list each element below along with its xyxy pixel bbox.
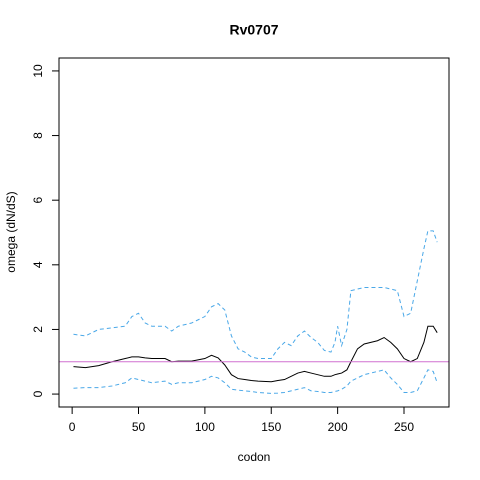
x-tick-label: 150 bbox=[261, 420, 281, 434]
y-tick-label: 6 bbox=[31, 197, 45, 204]
series-line bbox=[73, 230, 438, 360]
y-tick-label: 4 bbox=[31, 261, 45, 268]
x-tick-label: 250 bbox=[394, 420, 414, 434]
x-tick-label: 100 bbox=[195, 420, 215, 434]
series-line bbox=[73, 369, 438, 394]
chart-title: Rv0707 bbox=[229, 22, 278, 38]
y-axis-label: omega (dN/dS) bbox=[4, 191, 18, 272]
y-tick-label: 2 bbox=[31, 326, 45, 333]
plot-frame bbox=[58, 57, 450, 408]
x-tick-label: 50 bbox=[132, 420, 146, 434]
x-tick-label: 200 bbox=[328, 420, 348, 434]
series-line bbox=[73, 325, 438, 383]
y-tick-label: 0 bbox=[31, 390, 45, 397]
y-tick-label: 10 bbox=[31, 64, 45, 78]
x-tick-label: 0 bbox=[69, 420, 76, 434]
x-axis-label: codon bbox=[238, 450, 271, 464]
y-tick-label: 8 bbox=[31, 132, 45, 139]
